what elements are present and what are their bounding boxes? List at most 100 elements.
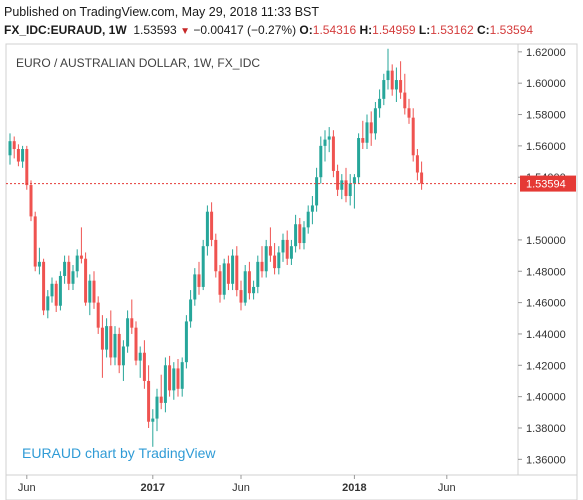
candle[interactable] <box>176 359 180 397</box>
candle[interactable] <box>336 164 340 197</box>
candle[interactable] <box>117 327 121 374</box>
candle[interactable] <box>42 258 46 316</box>
candle[interactable] <box>285 230 289 265</box>
candle[interactable] <box>109 310 113 366</box>
candle[interactable] <box>403 73 407 115</box>
candle[interactable] <box>407 98 411 124</box>
candle[interactable] <box>37 247 41 275</box>
candle[interactable] <box>411 108 415 162</box>
candle[interactable] <box>105 318 109 358</box>
candle[interactable] <box>184 315 188 369</box>
candle[interactable] <box>134 321 138 366</box>
candle[interactable] <box>84 252 88 306</box>
candle[interactable] <box>16 144 20 167</box>
candle[interactable] <box>126 310 130 353</box>
candle[interactable] <box>163 357 167 413</box>
candle[interactable] <box>243 264 247 306</box>
candle[interactable] <box>142 340 146 389</box>
candle[interactable] <box>369 111 373 146</box>
candle[interactable] <box>373 101 377 140</box>
candle[interactable] <box>8 133 12 165</box>
candle[interactable] <box>222 258 226 300</box>
candle[interactable] <box>306 205 310 234</box>
price-axis[interactable]: 1.620001.600001.580001.560001.540001.500… <box>518 47 566 466</box>
candle[interactable] <box>151 409 155 447</box>
candle[interactable] <box>147 365 151 428</box>
candle[interactable] <box>273 243 277 275</box>
candle[interactable] <box>172 362 176 400</box>
candle[interactable] <box>378 89 382 118</box>
candle[interactable] <box>260 246 264 278</box>
candle[interactable] <box>323 130 327 162</box>
candle[interactable] <box>277 246 281 275</box>
candle[interactable] <box>298 217 302 250</box>
candle[interactable] <box>239 280 243 311</box>
candle[interactable] <box>189 290 193 328</box>
candle[interactable] <box>79 227 83 264</box>
time-axis[interactable]: Jun 2017 Jun 2018 Jun <box>18 475 456 494</box>
candle[interactable] <box>155 388 159 432</box>
candle[interactable] <box>29 180 33 222</box>
candle[interactable] <box>92 271 96 309</box>
candle[interactable] <box>210 202 214 247</box>
candle[interactable] <box>252 280 256 300</box>
candle[interactable] <box>218 264 222 303</box>
candle[interactable] <box>361 120 365 150</box>
candle[interactable] <box>344 167 348 203</box>
candle[interactable] <box>197 261 201 295</box>
candle[interactable] <box>348 174 352 206</box>
candle[interactable] <box>231 249 235 291</box>
candle[interactable] <box>113 326 117 366</box>
candle[interactable] <box>96 296 100 334</box>
candle[interactable] <box>331 130 335 178</box>
candle[interactable] <box>193 268 197 306</box>
candle[interactable] <box>289 239 293 265</box>
candle[interactable] <box>235 246 239 297</box>
candle[interactable] <box>399 61 403 99</box>
candle[interactable] <box>138 346 142 378</box>
candle[interactable] <box>281 233 285 262</box>
candle[interactable] <box>310 196 314 225</box>
candles[interactable] <box>8 48 424 447</box>
candle[interactable] <box>100 315 104 378</box>
candle[interactable] <box>33 211 37 272</box>
candle[interactable] <box>180 357 184 397</box>
candle[interactable] <box>319 136 323 184</box>
candle[interactable] <box>247 261 251 300</box>
candle[interactable] <box>63 255 67 284</box>
candle[interactable] <box>201 239 205 291</box>
candle[interactable] <box>256 255 260 294</box>
candle[interactable] <box>340 174 344 200</box>
candle[interactable] <box>390 64 394 96</box>
candle[interactable] <box>420 161 424 190</box>
candle[interactable] <box>75 249 79 278</box>
candle[interactable] <box>327 127 331 153</box>
candle[interactable] <box>50 277 54 303</box>
candle[interactable] <box>357 133 361 184</box>
candle[interactable] <box>71 264 75 291</box>
candle[interactable] <box>67 255 71 291</box>
candle[interactable] <box>294 214 298 253</box>
candle[interactable] <box>25 145 29 190</box>
candle[interactable] <box>88 274 92 316</box>
candle[interactable] <box>302 221 306 250</box>
candle[interactable] <box>205 205 209 256</box>
candle[interactable] <box>12 136 16 159</box>
candle[interactable] <box>226 255 230 291</box>
candle[interactable] <box>159 374 163 410</box>
candle[interactable] <box>130 299 134 334</box>
candle[interactable] <box>121 340 125 381</box>
candle[interactable] <box>46 290 50 319</box>
candle[interactable] <box>382 73 386 106</box>
candle[interactable] <box>58 271 62 311</box>
candle[interactable] <box>352 174 356 209</box>
watermark-link[interactable]: EURAUD chart by TradingView <box>22 445 216 461</box>
candle[interactable] <box>264 239 268 278</box>
candle[interactable] <box>386 48 390 90</box>
candle[interactable] <box>21 145 25 168</box>
candle[interactable] <box>415 149 419 181</box>
candle[interactable] <box>394 67 398 102</box>
candle[interactable] <box>168 355 172 397</box>
candle[interactable] <box>365 114 369 150</box>
